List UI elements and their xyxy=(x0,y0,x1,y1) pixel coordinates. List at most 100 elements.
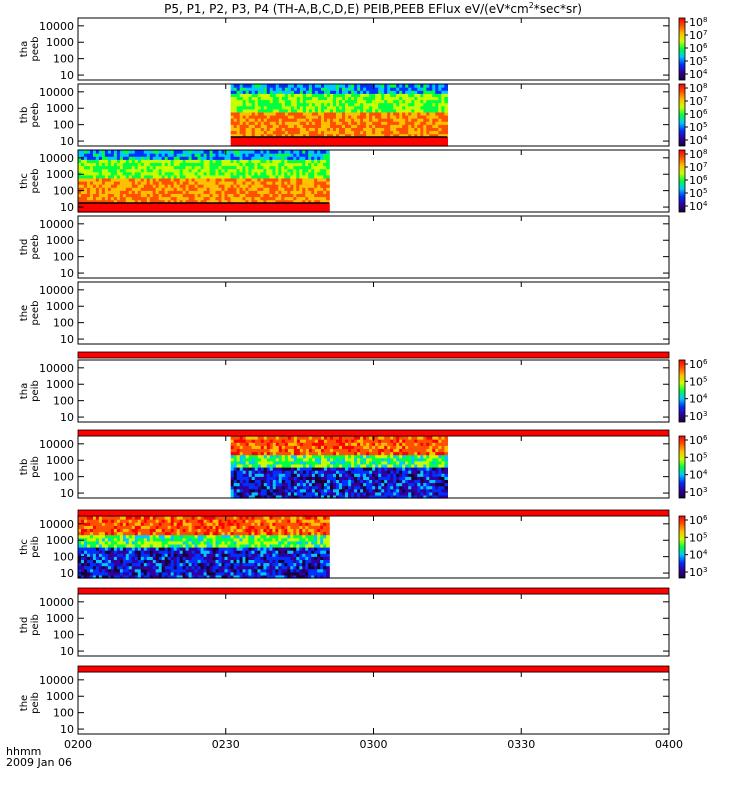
energy-tick-label: 10000 xyxy=(39,218,74,231)
colorbar-tick-label: 106 xyxy=(689,174,708,187)
energy-tick-label: 1000 xyxy=(46,378,74,391)
probe-label: thc xyxy=(19,173,30,189)
energy-tick-label: 100 xyxy=(53,317,74,330)
colorbar-tick-label: 104 xyxy=(689,134,708,147)
energy-tick-label: 1000 xyxy=(46,534,74,547)
probe-label: tha xyxy=(19,41,30,57)
colorbar-tick-label: 105 xyxy=(689,451,707,464)
instrument-label: peib xyxy=(30,614,41,636)
energy-tick-label: 10000 xyxy=(39,674,74,687)
energy-tick-label: 10 xyxy=(60,723,74,736)
energy-tick-label: 1000 xyxy=(46,168,74,181)
colorbar-tick-label: 106 xyxy=(689,108,708,121)
energy-tick-label: 10000 xyxy=(39,596,74,609)
time-axis-label: hhmm xyxy=(6,745,41,758)
colorbar-tick-label: 106 xyxy=(689,358,708,371)
colorbar-tick-label: 103 xyxy=(689,566,707,579)
colorbar-tick-label: 105 xyxy=(689,55,707,68)
energy-tick-label: 1000 xyxy=(46,690,74,703)
energy-tick-label: 10 xyxy=(60,567,74,580)
figure-title: P5, P1, P2, P3, P4 (TH-A,B,C,D,E) PEIB,P… xyxy=(164,1,582,16)
panel-frame xyxy=(77,281,670,345)
probe-label: thd xyxy=(19,239,30,256)
time-tick-label: 0300 xyxy=(360,738,388,751)
energy-tick-label: 10000 xyxy=(39,152,74,165)
energy-tick-label: 1000 xyxy=(46,102,74,115)
panel-tha_peib: 10000 1000 100 10 tha peib xyxy=(19,359,670,424)
energy-tick-label: 100 xyxy=(53,471,74,484)
panel-frame xyxy=(77,215,670,279)
colorbar-tick-label: 107 xyxy=(689,95,707,108)
colorbar-tick-label: 108 xyxy=(689,148,707,161)
probe-label: thb xyxy=(19,459,30,476)
energy-tick-label: 100 xyxy=(53,53,74,66)
colorbar: 106 105 104 103 xyxy=(678,358,708,423)
panel-thb_peib: 10000 1000 100 10 thb peib xyxy=(19,435,670,500)
energy-tick-label: 10000 xyxy=(39,438,74,451)
colorbar-tick-label: 104 xyxy=(689,68,708,81)
colorbar-tick-label: 104 xyxy=(689,393,708,406)
instrument-label: peeb xyxy=(30,301,41,326)
probe-label: the xyxy=(19,305,30,321)
energy-tick-label: 1000 xyxy=(46,612,74,625)
energy-tick-label: 100 xyxy=(53,707,74,720)
energy-tick-label: 1000 xyxy=(46,234,74,247)
panel-thd_peeb: 10000 1000 100 10 thd peeb xyxy=(19,215,670,280)
energy-tick-label: 100 xyxy=(53,395,74,408)
energy-tick-label: 10 xyxy=(60,135,74,148)
colorbar-tick-label: 103 xyxy=(689,410,707,423)
probe-label: thd xyxy=(19,617,30,634)
energy-tick-label: 1000 xyxy=(46,36,74,49)
probe-label: tha xyxy=(19,383,30,399)
colorbar-tick-label: 107 xyxy=(689,161,707,174)
overflow-band xyxy=(77,429,670,437)
colorbar-tick-label: 108 xyxy=(689,82,707,95)
spectrogram-thb_peeb xyxy=(230,84,448,147)
colorbar-tick-label: 104 xyxy=(689,200,708,213)
instrument-label: peeb xyxy=(30,103,41,128)
energy-tick-label: 1000 xyxy=(46,300,74,313)
energy-tick-label: 10 xyxy=(60,411,74,424)
energy-tick-label: 10 xyxy=(60,201,74,214)
colorbar-tick-label: 105 xyxy=(689,187,707,200)
energy-tick-label: 10000 xyxy=(39,518,74,531)
instrument-label: peeb xyxy=(30,37,41,62)
colorbar-tick-label: 105 xyxy=(689,375,707,388)
time-axis: 0200 0230 0300 0330 0400 xyxy=(64,18,683,751)
colorbars: 1081071061051041081071061051041081071061… xyxy=(678,16,708,579)
panel-thc_peib: 10000 1000 100 10 thc peib xyxy=(19,515,670,580)
instrument-label: peib xyxy=(30,456,41,478)
instrument-label: peeb xyxy=(30,169,41,194)
energy-tick-label: 10000 xyxy=(39,284,74,297)
overflow-bands xyxy=(77,351,670,673)
colorbar-tick-label: 103 xyxy=(689,486,707,499)
spectrogram-thc_peib xyxy=(78,516,330,579)
time-tick-label: 0200 xyxy=(64,738,92,751)
panel-thd_peib: 10000 1000 100 10 thd peib xyxy=(19,593,670,658)
overflow-band xyxy=(77,509,670,517)
panel-the_peeb: 10000 1000 100 10 the peeb xyxy=(19,281,670,346)
panel-thc_peeb: 10000 1000 100 10 thc peeb xyxy=(19,149,670,214)
overflow-band xyxy=(77,351,670,359)
colorbar-tick-label: 105 xyxy=(689,531,707,544)
energy-tick-label: 10 xyxy=(60,267,74,280)
panel-frame xyxy=(77,593,670,657)
instrument-label: peib xyxy=(30,692,41,714)
probe-label: thb xyxy=(19,107,30,124)
probe-label: thc xyxy=(19,539,30,555)
panel-frame xyxy=(77,671,670,735)
colorbar-tick-label: 104 xyxy=(689,469,708,482)
energy-tick-label: 1000 xyxy=(46,454,74,467)
spectrogram-thb_peib xyxy=(230,436,448,499)
time-tick-label: 0330 xyxy=(507,738,535,751)
energy-tick-label: 100 xyxy=(53,251,74,264)
energy-tick-label: 10000 xyxy=(39,362,74,375)
overflow-band xyxy=(77,587,670,595)
energy-tick-label: 100 xyxy=(53,551,74,564)
instrument-label: peeb xyxy=(30,235,41,260)
colorbar-tick-label: 108 xyxy=(689,16,707,29)
colorbar-tick-label: 104 xyxy=(689,549,708,562)
